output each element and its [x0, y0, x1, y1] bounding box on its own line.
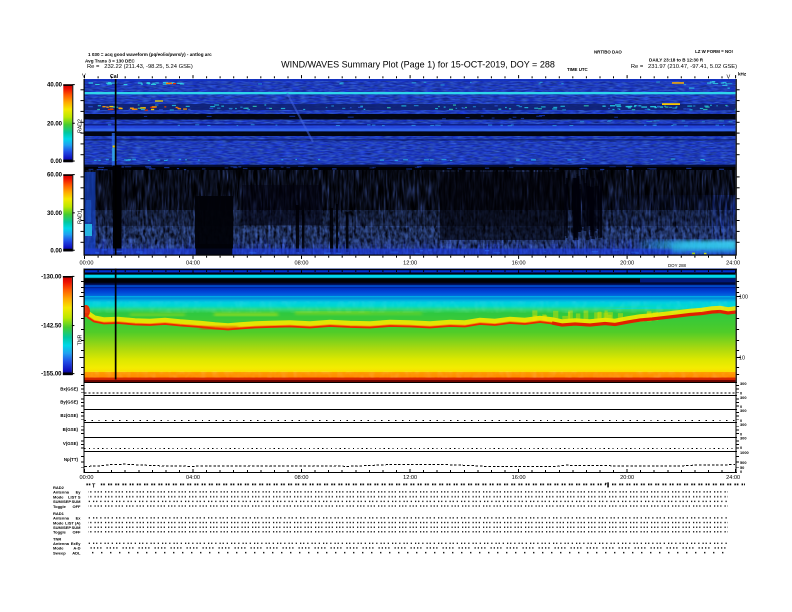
svg-text:12:00: 12:00 — [403, 260, 417, 266]
svg-text:RAD2: RAD2 — [78, 119, 84, 133]
svg-text:20:00: 20:00 — [620, 260, 634, 266]
svg-text:1000: 1000 — [740, 450, 749, 455]
svg-text:-130.00: -130.00 — [41, 274, 62, 280]
svg-text:RAD1: RAD1 — [78, 210, 84, 224]
svg-text:By(GSE): By(GSE) — [60, 400, 78, 405]
svg-text:1 030 = acq good waveform (pq/: 1 030 = acq good waveform (pq/eo/io/pwrs… — [88, 52, 212, 57]
svg-text:ADL: ADL — [72, 550, 81, 555]
svg-text:NRT/BO DAO: NRT/BO DAO — [594, 49, 622, 54]
svg-text:Mode: Mode — [53, 520, 64, 525]
svg-text:24:00: 24:00 — [726, 260, 740, 266]
svg-text:0: 0 — [740, 404, 742, 409]
svg-text:V: V — [727, 75, 731, 81]
svg-text:LIST (A): LIST (A) — [65, 520, 81, 525]
svg-text:20.00: 20.00 — [47, 121, 63, 127]
svg-text:Antenna: Antenna — [53, 541, 70, 546]
svg-text:B(GSE): B(GSE) — [63, 427, 79, 432]
svg-text:OFF: OFF — [73, 504, 82, 509]
svg-text:300: 300 — [740, 436, 747, 441]
svg-text:0: 0 — [740, 431, 742, 436]
svg-text:08:00: 08:00 — [295, 260, 309, 266]
svg-text:SUM/SEP: SUM/SEP — [53, 525, 71, 530]
svg-text:0: 0 — [740, 469, 742, 474]
svg-text:0: 0 — [740, 418, 742, 423]
svg-text:100: 100 — [739, 295, 748, 301]
svg-text:ExEy: ExEy — [71, 541, 82, 546]
svg-text:Antenna: Antenna — [53, 490, 70, 495]
svg-text:Avg Trans 3 = 130 DEC: Avg Trans 3 = 130 DEC — [85, 58, 135, 63]
svg-text:LZ W FORM = NO!: LZ W FORM = NO! — [695, 49, 733, 54]
svg-text:16:00: 16:00 — [512, 260, 526, 266]
svg-text:Bz(GSE): Bz(GSE) — [60, 413, 78, 418]
svg-text:Bx(GSE): Bx(GSE) — [60, 386, 78, 391]
svg-text:50: 50 — [740, 465, 744, 470]
svg-text:RAD1: RAD1 — [53, 511, 65, 516]
svg-text:Mode: Mode — [53, 546, 64, 551]
svg-text:SUM/SEP: SUM/SEP — [53, 499, 71, 504]
svg-text:T: T — [92, 483, 96, 489]
svg-text:04:00: 04:00 — [186, 260, 200, 266]
svg-text:Np(TT): Np(TT) — [64, 457, 79, 462]
svg-text:20:00: 20:00 — [620, 475, 634, 481]
svg-text:Ex: Ex — [76, 516, 82, 521]
svg-text:40.00: 40.00 — [47, 83, 63, 89]
svg-text:30.00: 30.00 — [47, 211, 63, 217]
svg-text:WIND/WAVES Summary Plot (Page: WIND/WAVES Summary Plot (Page 1) for 15-… — [281, 60, 555, 70]
svg-text:00:00: 00:00 — [80, 475, 94, 481]
svg-text:Mode: Mode — [53, 494, 64, 499]
svg-text:-142.50: -142.50 — [41, 324, 62, 330]
svg-text:Re = 231.97 (210.47, -97.41,: Re = 231.97 (210.47, -97.41, 5.02 GSE) — [631, 64, 737, 70]
svg-text:Toggle: Toggle — [53, 530, 67, 535]
svg-text:24:00: 24:00 — [726, 475, 740, 481]
svg-text:TIME UTC: TIME UTC — [567, 67, 589, 72]
svg-text:Antenna: Antenna — [53, 516, 70, 521]
svg-text:08:00: 08:00 — [295, 475, 309, 481]
svg-text:00:00: 00:00 — [80, 260, 94, 266]
svg-text:DOY 288: DOY 288 — [668, 263, 687, 268]
svg-text:V(GSE): V(GSE) — [63, 441, 79, 446]
svg-text:Toggle: Toggle — [53, 504, 67, 509]
svg-text:300: 300 — [740, 422, 747, 427]
svg-text:-155.00: -155.00 — [41, 372, 62, 378]
svg-text:0.00: 0.00 — [50, 248, 62, 254]
svg-text:DAILY 23:18 to B 12:30 R: DAILY 23:18 to B 12:30 R — [649, 57, 704, 62]
svg-text:300: 300 — [740, 381, 747, 386]
svg-text:TNR: TNR — [53, 536, 61, 541]
svg-text:300: 300 — [740, 408, 747, 413]
svg-text:04:00: 04:00 — [186, 475, 200, 481]
svg-text:Sweep: Sweep — [53, 550, 66, 555]
svg-text:TNR: TNR — [78, 334, 84, 345]
svg-text:16:00: 16:00 — [512, 475, 526, 481]
svg-text:500: 500 — [740, 460, 747, 465]
svg-text:Re = 232.22 (211.43, -98.25,: Re = 232.22 (211.43, -98.25, 5.24 GSE) — [87, 64, 193, 70]
svg-text:RAD2: RAD2 — [53, 485, 65, 490]
svg-text:OFF: OFF — [73, 530, 82, 535]
svg-text:kHz: kHz — [738, 72, 747, 77]
svg-text:0.00: 0.00 — [50, 159, 62, 165]
svg-text:0: 0 — [740, 445, 742, 450]
svg-text:SUM: SUM — [72, 525, 82, 530]
svg-text:A-D: A-D — [73, 546, 80, 551]
svg-text:LIST S: LIST S — [68, 494, 81, 499]
svg-text:60.00: 60.00 — [47, 173, 63, 179]
svg-text:Ey: Ey — [76, 490, 82, 495]
svg-text:12:00: 12:00 — [403, 475, 417, 481]
svg-text:SUM: SUM — [72, 499, 82, 504]
svg-text:10: 10 — [739, 356, 745, 362]
svg-text:0: 0 — [740, 391, 742, 396]
svg-text:Cal: Cal — [110, 74, 119, 80]
svg-text:300: 300 — [740, 395, 747, 400]
